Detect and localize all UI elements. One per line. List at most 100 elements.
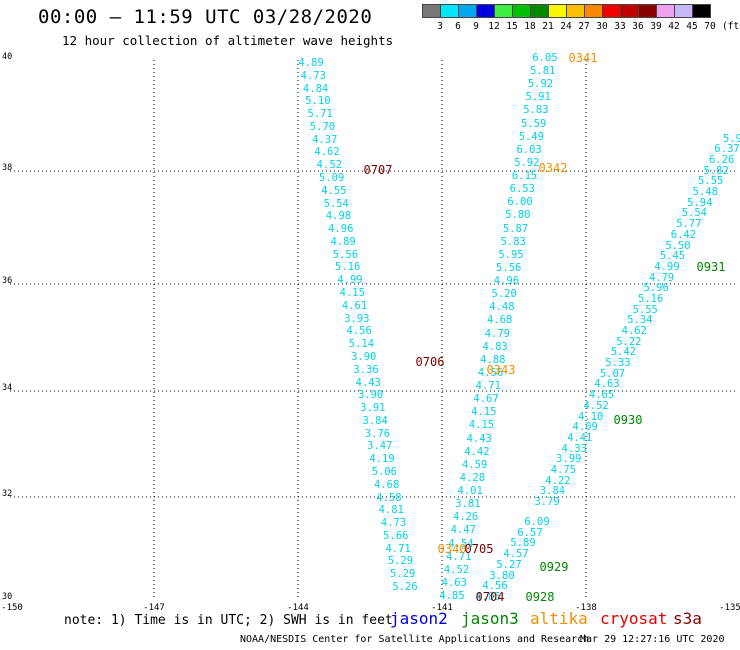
pass-time-label: 0343 <box>486 363 516 377</box>
wave-height-value: 4.75 <box>550 463 577 476</box>
wave-height-value: 3.93 <box>344 312 370 325</box>
footer-credit: NOAA/NESDIS Center for Satellite Applica… <box>240 634 590 645</box>
wave-height-value: 6.03 <box>516 143 542 156</box>
color-scale-label: 12 <box>488 21 500 32</box>
pass-time-label: 0930 <box>613 413 643 427</box>
wave-height-value: 4.67 <box>473 393 499 406</box>
wave-height-value: 5.94 <box>687 196 713 209</box>
wave-height-value: 5.56 <box>332 248 359 261</box>
wave-height-value: 4.59 <box>462 458 488 471</box>
footer-note: note: 1) Time is in UTC; 2) SWH is in fe… <box>64 613 393 628</box>
color-scale-label: 3 <box>437 21 443 32</box>
wave-height-value: 5.89 <box>510 537 536 550</box>
color-scale-legend <box>422 4 711 18</box>
wave-height-value: 4.99 <box>337 274 363 287</box>
wave-height-value: 4.15 <box>468 419 495 432</box>
wave-height-value: 5.06 <box>371 465 398 478</box>
wave-height-value: 5.54 <box>681 207 707 220</box>
wave-height-value: 5.14 <box>348 338 375 351</box>
wave-height-value: 4.68 <box>486 314 513 327</box>
wave-height-value: 5.70 <box>309 120 336 133</box>
wave-height-value: 4.61 <box>341 299 368 312</box>
longitude-label: -150 <box>1 603 23 613</box>
wave-height-value: 3.79 <box>534 496 560 508</box>
wave-height-value: 4.52 <box>583 399 609 412</box>
wave-height-value: 5.59 <box>521 117 547 130</box>
wave-height-value: 5.33 <box>605 357 631 370</box>
wave-height-value: 5.29 <box>387 555 414 568</box>
wave-height-value: 5.66 <box>383 529 409 542</box>
wave-height-value: 5.16 <box>335 261 361 274</box>
wave-height-value: 3.36 <box>353 363 379 376</box>
wave-height-value: 5.95 <box>498 248 524 261</box>
wave-height-value: 5.92 <box>514 156 540 169</box>
wave-height-value: 6.15 <box>511 170 538 183</box>
wave-height-value: 4.26 <box>452 511 479 524</box>
wave-height-value: 4.71 <box>475 380 501 393</box>
pass-time-label: 0706 <box>415 355 445 369</box>
color-scale-label: 45 <box>686 21 698 32</box>
satellite-legend-item: jason3 <box>461 609 519 628</box>
wave-height-value: 3.99 <box>556 453 582 466</box>
wave-height-value: 4.15 <box>339 287 365 300</box>
wave-height-value: 5.82 <box>703 164 729 177</box>
wave-height-value: 4.54 <box>448 537 474 550</box>
wave-height-value: 4.43 <box>466 432 492 445</box>
color-scale-label: 30 <box>596 21 608 32</box>
footer-timestamp: Mar 29 12:27:16 UTC 2020 <box>580 634 725 645</box>
color-scale-label: 39 <box>650 21 662 32</box>
wave-height-value: 4.56 <box>477 366 504 379</box>
wave-height-value: 5.27 <box>496 558 522 571</box>
wave-height-value: 5.87 <box>502 222 529 235</box>
pass-time-label: 0929 <box>539 560 569 574</box>
wave-height-value: 4.89 <box>330 235 356 248</box>
wave-height-value: 5.09 <box>318 172 345 185</box>
wave-height-value: 4.73 <box>380 517 407 530</box>
longitude-label: -144 <box>287 603 309 613</box>
wave-height-value: 4.98 <box>325 210 352 223</box>
wave-height-value: 4.71 <box>385 542 411 555</box>
latitude-label: 38 <box>2 163 13 173</box>
color-scale-label: 9 <box>473 21 479 32</box>
wave-height-value: 5.20 <box>491 288 517 301</box>
wave-height-value: 3.80 <box>489 569 515 582</box>
wave-height-value: 5.9 <box>723 132 740 145</box>
wave-height-value: 4.79 <box>648 271 675 284</box>
wave-height-value: 4.28 <box>459 471 486 484</box>
color-scale-label: 42 <box>668 21 680 32</box>
wave-height-value: 4.85 <box>439 590 465 602</box>
wave-height-value: 5.55 <box>698 175 724 188</box>
wave-height-value: 4.62 <box>621 325 647 338</box>
wave-height-value: 5.16 <box>638 292 664 305</box>
wave-height-value: 6.09 <box>524 516 550 528</box>
wave-height-value: 5.91 <box>525 91 551 104</box>
wave-height-value: 4.88 <box>480 353 506 366</box>
wave-height-value: 6.05 <box>532 52 558 64</box>
color-scale-label: 70 <box>704 21 716 32</box>
longitude-label: -147 <box>143 603 165 613</box>
wave-height-value: 5.49 <box>518 130 545 143</box>
wave-height-value: 6.42 <box>670 228 697 241</box>
wave-height-value: 4.71 <box>446 550 472 563</box>
wave-height-value: 4.47 <box>450 524 476 537</box>
wave-height-value: 4.81 <box>378 504 404 517</box>
wave-height-value: 3.76 <box>364 427 391 440</box>
wave-height-value: 4.89 <box>298 57 324 69</box>
wave-height-value: 5.55 <box>632 303 658 316</box>
pass-time-label: 0342 <box>538 161 568 175</box>
wave-height-value: 4.56 <box>346 325 372 338</box>
wave-height-value: 4.65 <box>588 389 615 402</box>
wave-height-value: 5.50 <box>665 239 691 252</box>
pass-time-label: 0704 <box>475 590 505 604</box>
wave-height-value: 4.79 <box>484 327 511 340</box>
wave-height-value: 4.84 <box>302 82 329 95</box>
satellite-legend-item: cryosat <box>600 609 668 628</box>
wave-height-value: 3.84 <box>362 414 388 427</box>
wave-height-value: 4.09 <box>572 421 598 434</box>
wave-height-value: 3.91 <box>360 402 386 415</box>
wave-height-value: 5.81 <box>530 65 556 78</box>
color-scale-label: 24 <box>560 21 572 32</box>
longitude-label: -135 <box>719 603 740 613</box>
wave-height-value: 4.56 <box>482 580 508 593</box>
